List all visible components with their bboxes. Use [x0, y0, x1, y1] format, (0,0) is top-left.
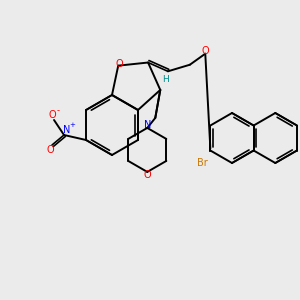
Text: -: -	[56, 106, 59, 116]
Text: O: O	[143, 170, 151, 180]
Text: O: O	[116, 59, 123, 69]
Text: N: N	[144, 120, 151, 130]
Text: Br: Br	[197, 158, 208, 167]
Text: +: +	[69, 122, 75, 128]
Text: O: O	[48, 110, 56, 120]
Text: N: N	[63, 125, 71, 135]
Text: O: O	[202, 46, 209, 56]
Text: H: H	[163, 75, 169, 84]
Text: O: O	[46, 145, 54, 155]
